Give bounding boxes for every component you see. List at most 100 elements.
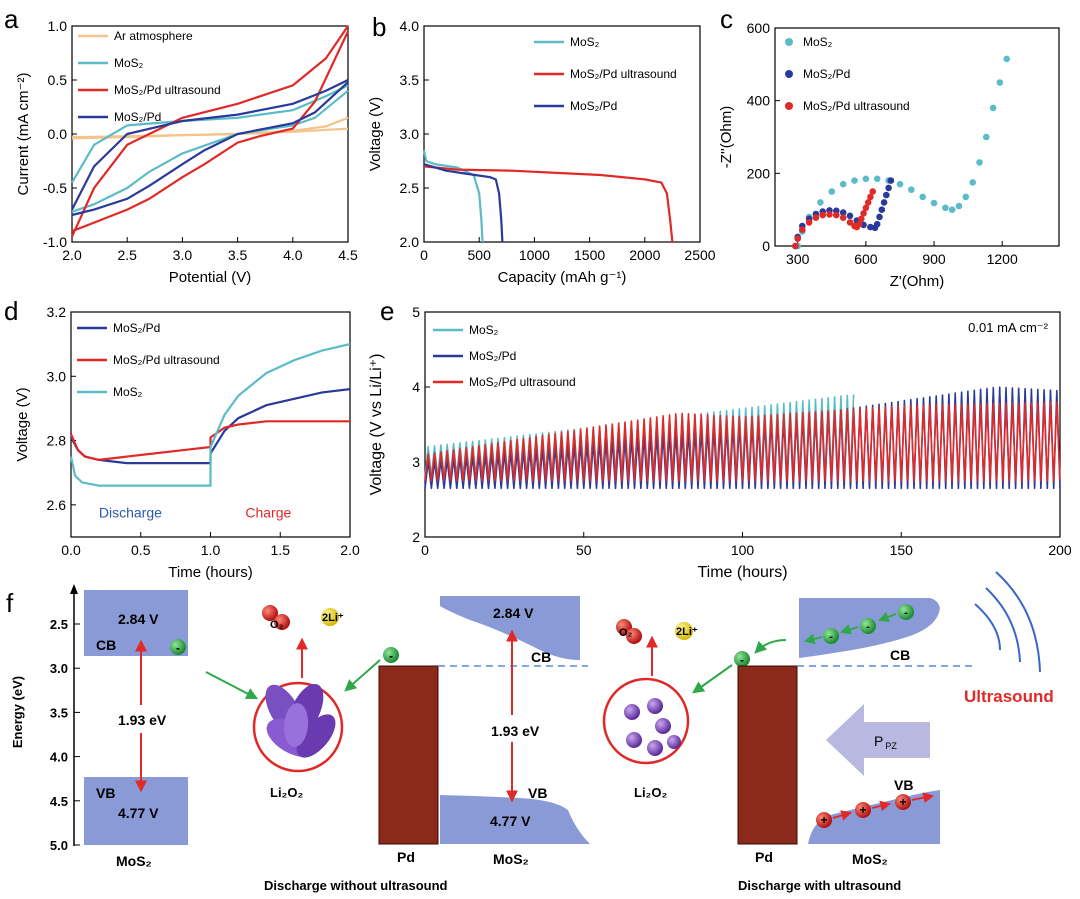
- right-o2-ball-2: [626, 628, 642, 644]
- scatter-point: [919, 193, 926, 201]
- scatter-point: [876, 213, 883, 221]
- left-electron-sign: -: [176, 641, 180, 655]
- middle-product-label: Li₂O₂: [270, 785, 303, 800]
- scatter-point: [794, 235, 801, 242]
- x-tick-label: 1200: [987, 251, 1018, 267]
- x-tick-label: 150: [890, 542, 914, 558]
- scatter-point: [873, 220, 881, 228]
- series-line: [423, 163, 504, 243]
- x-tick-label: 1.0: [201, 542, 221, 558]
- legend-label: MoS₂/Pd ultrasound: [114, 83, 221, 97]
- scatter-point: [805, 219, 813, 226]
- annotation-discharge: Discharge: [99, 505, 162, 521]
- x-axis-title: Time (hours): [697, 564, 787, 581]
- svg-text:+: +: [820, 813, 827, 827]
- scatter-point: [819, 211, 826, 219]
- scatter-point: [846, 212, 854, 220]
- left-material: MoS₂: [116, 853, 152, 869]
- scatter-point: [862, 175, 870, 183]
- scatter-point: [887, 177, 895, 184]
- legend-label: MoS₂/Pd ultrasound: [113, 353, 220, 367]
- y-tick-label: 3.2: [47, 304, 67, 320]
- series-line: [422, 149, 484, 243]
- legend-label: MoS₂/Pd: [803, 67, 850, 81]
- x-tick-label: 50: [576, 542, 592, 558]
- y-tick-label: 4: [412, 379, 420, 395]
- x-tick-label: 2.5: [117, 247, 137, 263]
- legend-marker: [785, 38, 793, 46]
- x-tick-label: 3.0: [173, 247, 193, 263]
- scatter-point: [828, 188, 836, 195]
- scatter-point: [826, 211, 833, 218]
- svg-text:-: -: [904, 607, 908, 619]
- scatter-point: [855, 220, 863, 228]
- plot-frame: [424, 311, 1061, 538]
- right-li-label: 2Li⁺: [676, 626, 698, 638]
- series-line: [424, 401, 1061, 482]
- middle-green-arrow-left: [205, 671, 259, 700]
- scatter-point: [996, 79, 1004, 86]
- series-line: [71, 89, 349, 213]
- panel-label-c: c: [720, 4, 733, 34]
- middle-cb-label: CB: [531, 649, 551, 665]
- legend-label: MoS₂: [114, 56, 144, 70]
- series-line: [423, 165, 674, 243]
- scatter-point: [969, 179, 976, 186]
- legend-label: MoS₂/Pd: [570, 99, 617, 113]
- y-tick-label: 200: [747, 165, 771, 181]
- ultrasound-label: Ultrasound: [964, 687, 1054, 706]
- scatter-point: [799, 226, 806, 233]
- right-material: MoS₂: [852, 851, 888, 867]
- x-tick-label: 4.0: [283, 247, 303, 263]
- y-tick-label: -0.5: [43, 180, 67, 196]
- scatter-point: [867, 193, 874, 201]
- x-tick-label: 0.5: [131, 542, 151, 558]
- y-tick-label: 400: [747, 93, 771, 109]
- middle-caption: Discharge without ultrasound: [264, 878, 448, 893]
- scatter-point: [948, 206, 956, 213]
- plot-frame: [423, 25, 701, 243]
- scatter-point: [817, 199, 824, 206]
- y-axis-title: Current (mA cm⁻²): [15, 73, 32, 196]
- legend-label: MoS₂: [570, 35, 600, 49]
- legend-label: MoS₂: [113, 385, 143, 399]
- svg-text:+: +: [899, 795, 906, 809]
- middle-electron-sign: -: [389, 649, 393, 663]
- ultrasound-waves: [974, 571, 1041, 673]
- legend-label: MoS₂/Pd: [469, 349, 516, 363]
- x-tick-label: 4.5: [338, 247, 358, 263]
- left-cb-voltage: 2.84 V: [118, 611, 159, 627]
- middle-vb-label: VB: [528, 785, 547, 801]
- y-tick-label: 3: [412, 454, 420, 470]
- y-axis-title: Voltage (V): [14, 387, 31, 461]
- x-axis-title: Z'(Ohm): [890, 273, 945, 290]
- series-line: [69, 343, 351, 487]
- right-cb-label: CB: [890, 647, 910, 663]
- scatter-point: [833, 211, 840, 219]
- scatter-point: [846, 219, 854, 226]
- scatter-point: [885, 184, 892, 192]
- y-tick-label: 600: [747, 20, 771, 36]
- panel-label-a: a: [4, 4, 19, 34]
- middle-pd-bar: [378, 665, 439, 845]
- x-tick-label: 2.0: [62, 247, 82, 263]
- y-axis-title: -Z''(Ohm): [718, 106, 735, 168]
- scatter-point: [839, 180, 847, 188]
- legend-label: MoS₂/Pd ultrasound: [469, 375, 576, 389]
- annotation-charge: Charge: [245, 505, 291, 521]
- scatter-point: [962, 193, 970, 201]
- middle-pd-label: Pd: [397, 849, 415, 865]
- x-tick-label: 1500: [574, 247, 605, 263]
- y-axis-title: Voltage (V): [367, 97, 384, 171]
- right-green-arrow: [692, 664, 733, 694]
- energy-axis-arrow: [70, 584, 78, 594]
- left-gap-label: 1.93 eV: [118, 712, 167, 728]
- panel-label-e: e: [380, 296, 394, 326]
- middle-li-ball: [321, 608, 339, 626]
- diagram-f: 2.5 3.0 3.5 4.0 4.5 5.0 Energy (eV) 2.84 V CB…: [10, 571, 1054, 893]
- x-tick-label: 0.0: [61, 542, 81, 558]
- scatter-point: [880, 199, 888, 206]
- scatter-point: [839, 214, 847, 221]
- scatter-point: [908, 186, 915, 193]
